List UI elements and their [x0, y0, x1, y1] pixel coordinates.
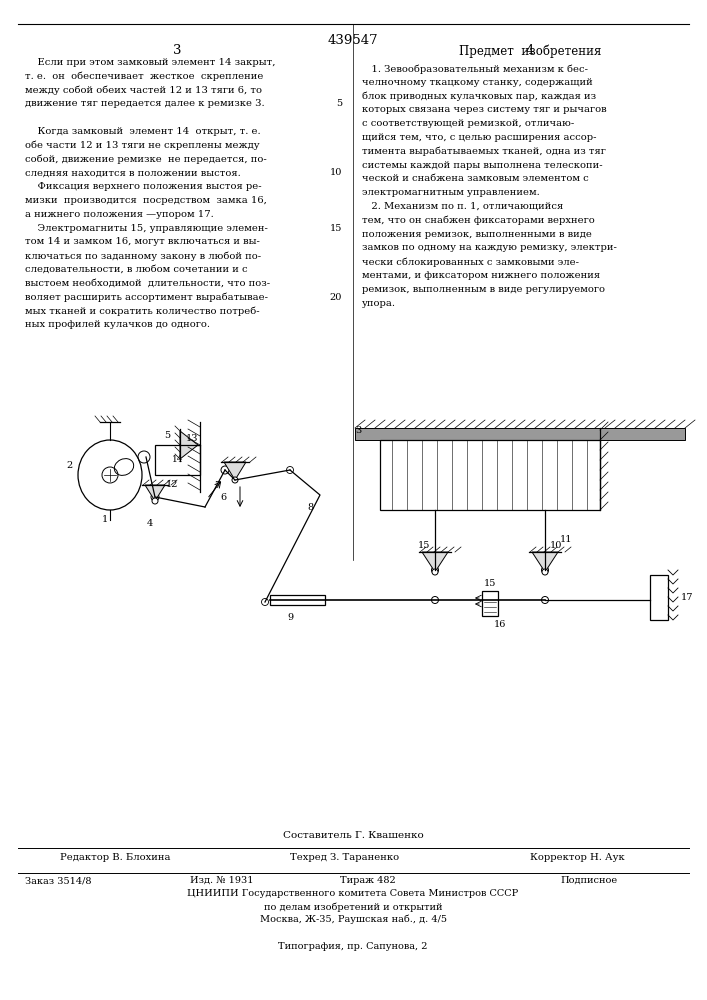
Text: блок приводных кулачковых пар, каждая из: блок приводных кулачковых пар, каждая из [362, 92, 596, 101]
Text: 5: 5 [164, 430, 170, 440]
Circle shape [152, 498, 158, 504]
Text: Корректор Н. Аук: Корректор Н. Аук [530, 853, 625, 862]
Circle shape [431, 566, 438, 574]
Text: т. е.  он  обеспечивает  жесткое  скрепление: т. е. он обеспечивает жесткое скрепление [25, 72, 264, 81]
Circle shape [542, 566, 549, 574]
Text: 20: 20 [329, 293, 342, 302]
Text: мых тканей и сократить количество потреб-: мых тканей и сократить количество потреб… [25, 306, 259, 316]
Text: следняя находится в положении выстоя.: следняя находится в положении выстоя. [25, 168, 241, 177]
Text: 3: 3 [173, 44, 181, 57]
Text: том 14 и замком 16, могут включаться и вы-: том 14 и замком 16, могут включаться и в… [25, 237, 260, 246]
Text: Составитель Г. Квашенко: Составитель Г. Квашенко [283, 830, 423, 840]
Text: с соответствующей ремизкой, отличаю-: с соответствующей ремизкой, отличаю- [362, 119, 574, 128]
Text: 12: 12 [166, 480, 179, 489]
Polygon shape [224, 462, 246, 480]
Text: 13: 13 [186, 434, 199, 443]
Text: системы каждой пары выполнена телескопи-: системы каждой пары выполнена телескопи- [362, 161, 602, 170]
Text: которых связана через систему тяг и рычагов: которых связана через систему тяг и рыча… [362, 105, 607, 114]
Text: ческой и снабжена замковым элементом с: ческой и снабжена замковым элементом с [362, 174, 589, 183]
Text: выстоем необходимой  длительности, что поз-: выстоем необходимой длительности, что по… [25, 279, 270, 288]
Text: собой, движение ремизке  не передается, по-: собой, движение ремизке не передается, п… [25, 155, 267, 164]
Text: тем, что он снабжен фиксаторами верхнего: тем, что он снабжен фиксаторами верхнего [362, 216, 595, 225]
Text: ных профилей кулачков до одного.: ных профилей кулачков до одного. [25, 320, 210, 329]
Circle shape [151, 493, 159, 501]
Bar [380, 440, 600, 510]
Text: замков по одному на каждую ремизку, электри-: замков по одному на каждую ремизку, элек… [362, 243, 617, 252]
Text: 10: 10 [329, 168, 342, 177]
Text: 4: 4 [147, 519, 153, 528]
Circle shape [286, 466, 293, 474]
Text: челночному ткацкому станку, содержащий: челночному ткацкому станку, содержащий [362, 78, 592, 87]
Circle shape [432, 569, 438, 575]
Text: 15: 15 [484, 579, 496, 588]
Bar [650, 575, 668, 620]
Text: ключаться по заданному закону в любой по-: ключаться по заданному закону в любой по… [25, 251, 261, 261]
Text: Техред З. Тараненко: Техред З. Тараненко [290, 853, 399, 862]
Text: 11: 11 [560, 536, 573, 544]
Text: положения ремизок, выполненными в виде: положения ремизок, выполненными в виде [362, 230, 592, 239]
Text: Редактор В. Блохина: Редактор В. Блохина [60, 853, 170, 862]
Text: 5: 5 [336, 99, 342, 108]
Text: ментами, и фиксатором нижнего положения: ментами, и фиксатором нижнего положения [362, 271, 600, 280]
Polygon shape [532, 552, 558, 572]
Bar [270, 595, 325, 605]
Circle shape [542, 596, 549, 603]
Polygon shape [422, 552, 448, 572]
Text: обе части 12 и 13 тяги не скреплены между: обе части 12 и 13 тяги не скреплены межд… [25, 141, 259, 150]
Text: 2: 2 [66, 460, 73, 470]
Text: 9: 9 [287, 613, 293, 622]
Text: 7: 7 [214, 481, 220, 489]
Text: 3: 3 [355, 426, 361, 435]
Text: Если при этом замковый элемент 14 закрыт,: Если при этом замковый элемент 14 закрыт… [25, 58, 276, 67]
Text: ремизок, выполненным в виде регулируемого: ремизок, выполненным в виде регулируемог… [362, 285, 605, 294]
Polygon shape [180, 431, 198, 459]
Text: Типография, пр. Сапунова, 2: Типография, пр. Сапунова, 2 [279, 942, 428, 951]
Text: Тираж 482: Тираж 482 [340, 876, 396, 885]
Text: 4: 4 [526, 44, 534, 57]
Text: 6: 6 [220, 492, 226, 502]
Text: а нижнего положения —упором 17.: а нижнего положения —упором 17. [25, 210, 214, 219]
Text: 1. Зевообразовательный механизм к бес-: 1. Зевообразовательный механизм к бес- [362, 64, 588, 74]
Text: щийся тем, что, с целью расширения ассор-: щийся тем, что, с целью расширения ассор… [362, 133, 597, 142]
Text: между собой обеих частей 12 и 13 тяги 6, то: между собой обеих частей 12 и 13 тяги 6,… [25, 86, 262, 95]
Circle shape [232, 477, 238, 483]
Text: 439547: 439547 [327, 34, 378, 47]
Text: чески сблокированных с замковыми эле-: чески сблокированных с замковыми эле- [362, 257, 579, 267]
Text: движение тяг передается далее к ремизке 3.: движение тяг передается далее к ремизке … [25, 99, 264, 108]
Text: воляет расширить ассортимент вырабатывае-: воляет расширить ассортимент вырабатывае… [25, 293, 268, 302]
Text: электромагнитным управлением.: электромагнитным управлением. [362, 188, 539, 197]
Text: 2. Механизм по п. 1, отличающийся: 2. Механизм по п. 1, отличающийся [362, 202, 563, 211]
Text: 16: 16 [493, 620, 506, 629]
Text: Электромагниты 15, управляющие элемен-: Электромагниты 15, управляющие элемен- [25, 224, 268, 233]
Text: мизки  производится  посредством  замка 16,: мизки производится посредством замка 16, [25, 196, 267, 205]
Text: Москва, Ж-35, Раушская наб., д. 4/5: Москва, Ж-35, Раушская наб., д. 4/5 [259, 915, 447, 924]
Text: Подписное: Подписное [560, 876, 617, 885]
Text: Предмет  изобретения: Предмет изобретения [459, 44, 601, 57]
Bar [482, 591, 498, 616]
Text: Фиксация верхнего положения выстоя ре-: Фиксация верхнего положения выстоя ре- [25, 182, 262, 191]
Bar [355, 428, 685, 440]
Text: Когда замковый  элемент 14  открыт, т. е.: Когда замковый элемент 14 открыт, т. е. [25, 127, 261, 136]
Text: 15: 15 [329, 224, 342, 233]
Text: 1: 1 [102, 515, 108, 524]
Text: 10: 10 [550, 541, 562, 550]
Circle shape [262, 598, 269, 605]
Text: Заказ 3514/8: Заказ 3514/8 [25, 876, 91, 885]
Text: 17: 17 [681, 593, 694, 602]
Text: 15: 15 [418, 541, 430, 550]
Text: по делам изобретений и открытий: по делам изобретений и открытий [264, 902, 443, 912]
Text: ЦНИИПИ Государственного комитета Совета Министров СССР: ЦНИИПИ Государственного комитета Совета … [187, 889, 519, 898]
Text: 14: 14 [172, 456, 183, 464]
Text: следовательности, в любом сочетании и с: следовательности, в любом сочетании и с [25, 265, 247, 274]
Circle shape [221, 466, 229, 474]
Text: 8: 8 [307, 503, 313, 512]
Text: тимента вырабатываемых тканей, одна из тяг: тимента вырабатываемых тканей, одна из т… [362, 147, 606, 156]
Circle shape [542, 569, 548, 575]
Bar [155, 445, 200, 475]
Circle shape [431, 596, 438, 603]
Text: упора.: упора. [362, 299, 396, 308]
Polygon shape [145, 485, 165, 501]
Text: Изд. № 1931: Изд. № 1931 [190, 876, 254, 885]
